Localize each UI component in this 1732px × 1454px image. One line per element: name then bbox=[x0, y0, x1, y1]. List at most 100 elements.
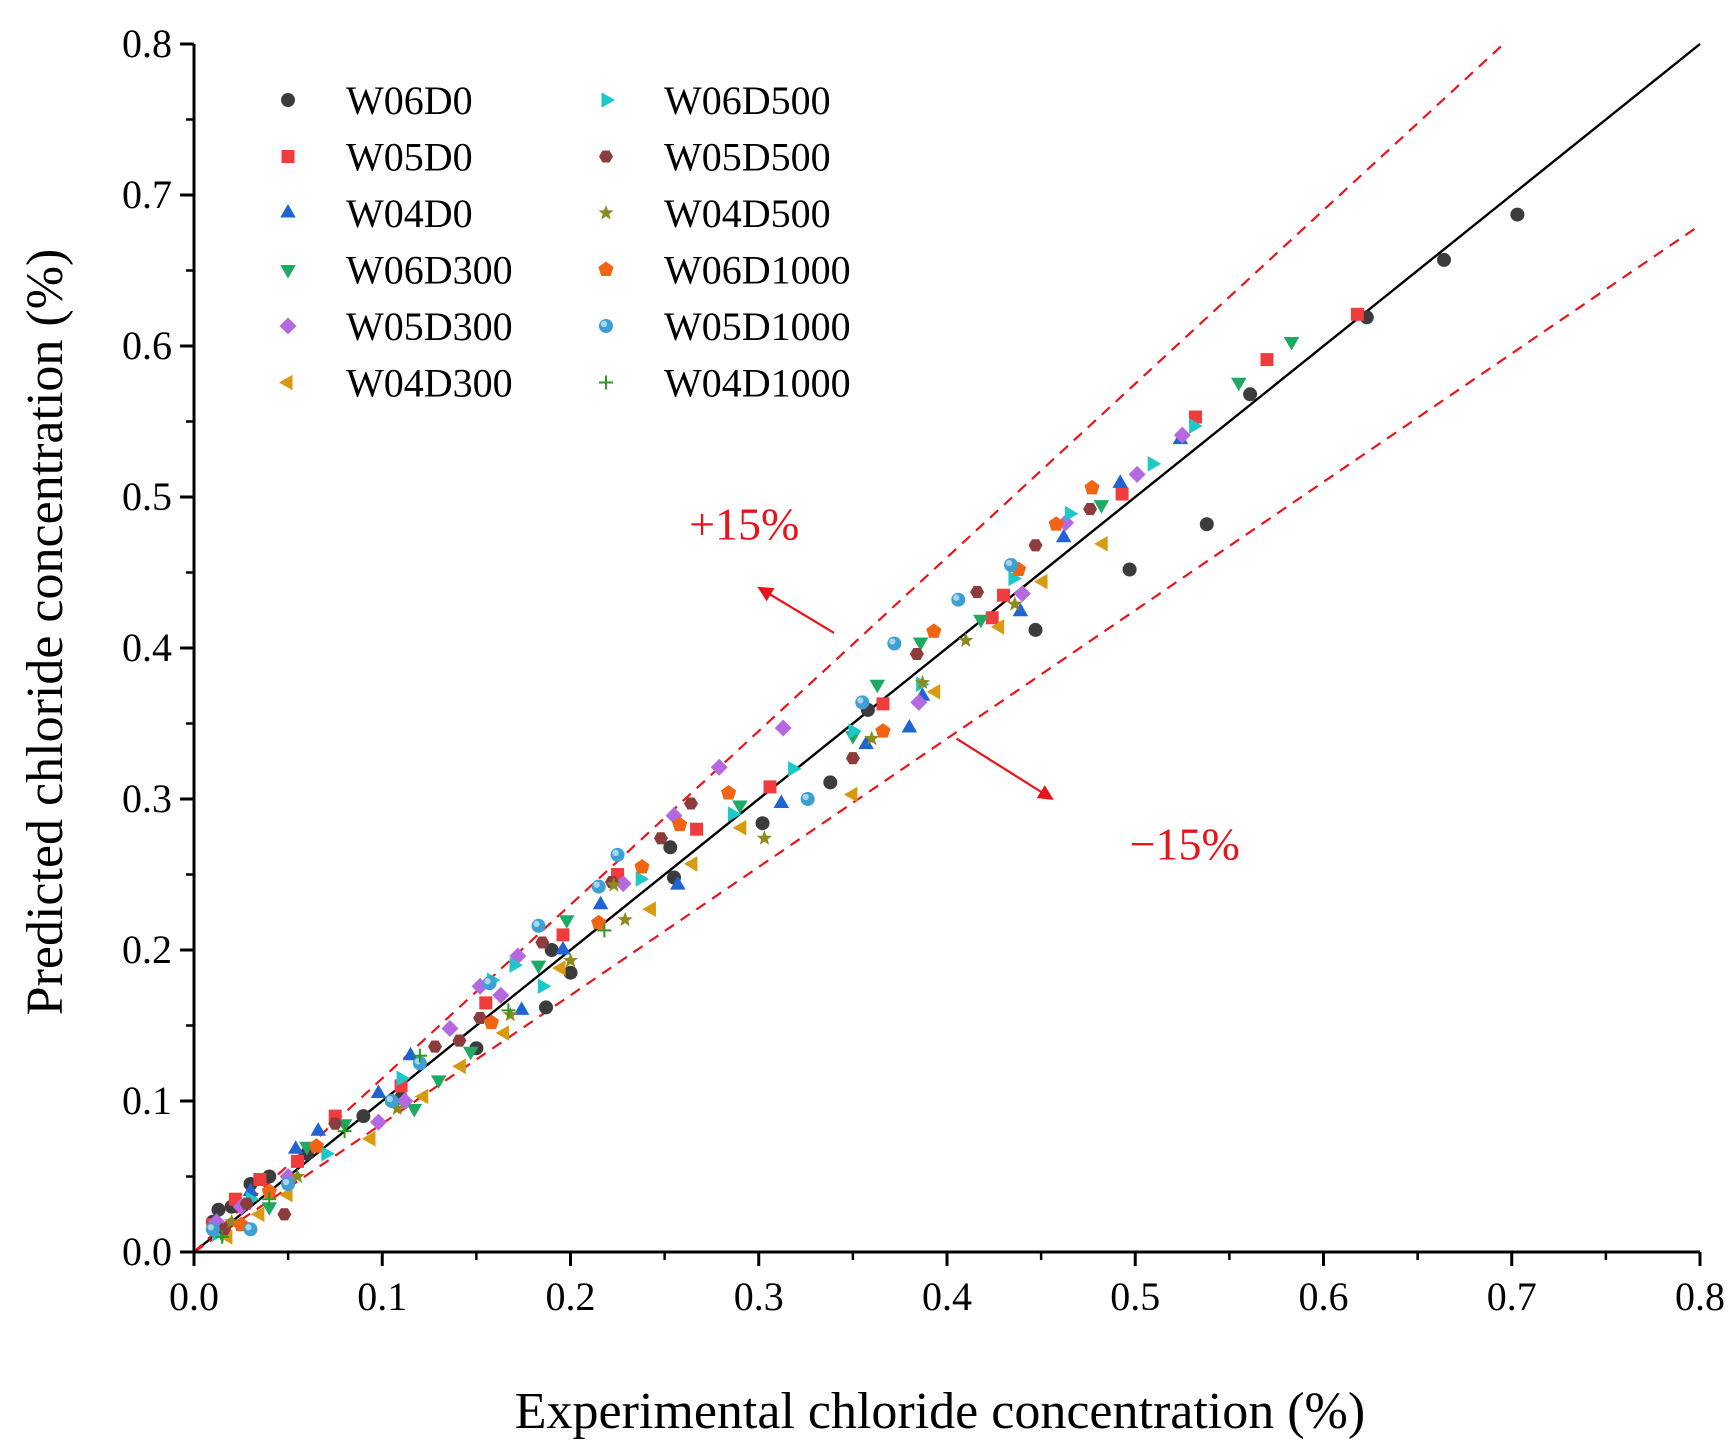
point-W06D300-6 bbox=[462, 1046, 479, 1061]
legend-label: W04D0 bbox=[346, 191, 473, 236]
annotation-label-0: +15% bbox=[689, 498, 799, 549]
legend-item-W05D0: W05D0 bbox=[281, 135, 473, 180]
point-W05D1000-0 bbox=[205, 1222, 220, 1237]
point-W05D1000-11 bbox=[887, 636, 902, 651]
legend-marker-W04D300 bbox=[279, 374, 293, 391]
point-W06D0-20 bbox=[1243, 387, 1258, 402]
point-W04D0-8 bbox=[592, 895, 609, 910]
point-W06D0-9 bbox=[539, 1000, 553, 1015]
legend-label: W04D500 bbox=[664, 191, 831, 236]
axes: 0.0 0.1 0.2 0.3 0.4 0.5 0.6 0.7 0.8 0.0 0.1 0.2 0.3 0… bbox=[122, 21, 1725, 1319]
annotation-label-1: −15% bbox=[1130, 818, 1240, 869]
point-W04D500-6 bbox=[617, 911, 633, 927]
annotations: +15% −15% bbox=[689, 498, 1240, 869]
point-W04D300-8 bbox=[642, 901, 656, 917]
point-W06D500-13 bbox=[1064, 505, 1079, 522]
series-W05D500 bbox=[217, 503, 1098, 1236]
legend-item-W04D0: W04D0 bbox=[280, 191, 473, 236]
point-W04D500-9 bbox=[914, 674, 931, 690]
point-W06D300-12 bbox=[912, 637, 929, 651]
point-W04D300-9 bbox=[683, 856, 698, 872]
legend-label: W05D0 bbox=[346, 135, 473, 180]
legend-marker-W06D500 bbox=[601, 92, 615, 108]
point-W05D1000-2 bbox=[281, 1177, 296, 1191]
point-W06D1000-3 bbox=[483, 1014, 500, 1029]
legend-marker-W05D300 bbox=[279, 317, 297, 335]
point-W04D500-0 bbox=[224, 1213, 240, 1229]
point-W06D500-8 bbox=[727, 806, 742, 822]
y-axis-title: Predicted chloride concentration (%) bbox=[17, 249, 74, 1016]
point-W05D300-4 bbox=[396, 1092, 414, 1110]
legend-item-W05D500: W05D500 bbox=[599, 135, 831, 180]
point-W04D500-11 bbox=[1007, 596, 1023, 611]
point-W06D0-10 bbox=[544, 943, 559, 957]
legend-item-W06D1000: W06D1000 bbox=[598, 248, 851, 293]
point-W04D300-14 bbox=[1034, 573, 1048, 590]
legend-label: W06D0 bbox=[346, 78, 473, 123]
point-W05D500-4 bbox=[428, 1040, 442, 1053]
point-W05D0-6 bbox=[479, 996, 493, 1010]
point-W05D300-11 bbox=[710, 758, 728, 776]
point-W04D500-1 bbox=[289, 1168, 306, 1183]
point-W06D500-12 bbox=[1008, 570, 1022, 587]
x-tick-label: 0.1 bbox=[357, 1274, 407, 1319]
point-W06D1000-11 bbox=[1048, 516, 1064, 531]
legend-item-W05D1000: W05D1000 bbox=[599, 304, 851, 349]
point-W06D1000-1 bbox=[261, 1183, 277, 1199]
point-W06D300-7 bbox=[530, 960, 547, 975]
legend-item-W06D500: W06D500 bbox=[601, 78, 831, 123]
point-W04D500-3 bbox=[502, 1006, 518, 1022]
point-W06D300-1 bbox=[261, 1202, 278, 1216]
point-W05D500-14 bbox=[1028, 539, 1043, 552]
series-W06D300 bbox=[214, 337, 1300, 1243]
y-tick-label: 0.0 bbox=[122, 1229, 172, 1274]
series-W04D300 bbox=[218, 536, 1108, 1245]
series-W04D1000 bbox=[215, 923, 612, 1244]
series-W04D0 bbox=[208, 430, 1189, 1234]
point-W04D500-4 bbox=[562, 952, 579, 968]
point-W05D300-17 bbox=[1173, 426, 1191, 444]
point-W05D0-13 bbox=[997, 588, 1010, 602]
point-W04D500-7 bbox=[756, 830, 773, 845]
series-W04D500 bbox=[224, 596, 1023, 1229]
point-W06D1000-12 bbox=[1084, 479, 1100, 495]
point-W04D0-14 bbox=[1012, 602, 1029, 617]
point-W05D0-16 bbox=[1260, 353, 1274, 367]
point-W06D300-11 bbox=[869, 679, 886, 694]
point-W04D500-10 bbox=[958, 632, 974, 647]
point-W05D0-7 bbox=[556, 928, 570, 942]
point-W05D1000-1 bbox=[243, 1222, 258, 1237]
legend-label: W06D300 bbox=[346, 248, 513, 293]
legend-marker-W04D500 bbox=[598, 205, 614, 220]
legend-item-W05D300: W05D300 bbox=[279, 304, 513, 349]
annotation-arrow-1 bbox=[955, 737, 1054, 800]
point-W06D1000-2 bbox=[308, 1138, 325, 1153]
y-tick-label: 0.7 bbox=[122, 172, 172, 217]
point-W06D500-10 bbox=[848, 723, 862, 739]
legend-marker-W05D500 bbox=[599, 150, 613, 163]
point-W04D300-13 bbox=[990, 619, 1005, 635]
point-W04D0-16 bbox=[1112, 474, 1128, 488]
x-tick-label: 0.7 bbox=[1487, 1274, 1537, 1319]
legend-label: W04D1000 bbox=[664, 361, 851, 406]
point-W06D1000-8 bbox=[875, 723, 891, 738]
point-W04D0-7 bbox=[555, 941, 571, 955]
point-W04D300-4 bbox=[414, 1088, 429, 1105]
x-tick-label: 0.2 bbox=[546, 1274, 596, 1319]
legend-label: W05D500 bbox=[664, 135, 831, 180]
y-tick-label: 0.5 bbox=[122, 474, 172, 519]
point-W04D300-1 bbox=[250, 1206, 265, 1223]
point-W05D500-1 bbox=[239, 1197, 254, 1210]
legend-item-W06D0: W06D0 bbox=[281, 78, 473, 123]
point-W06D300-8 bbox=[558, 915, 575, 929]
point-W06D500-9 bbox=[788, 761, 802, 777]
point-W04D500-2 bbox=[389, 1100, 405, 1115]
point-W05D0-10 bbox=[763, 780, 777, 794]
point-W05D300-16 bbox=[1128, 465, 1146, 483]
point-W05D1000-7 bbox=[591, 879, 606, 894]
point-W06D1000-5 bbox=[634, 859, 650, 874]
point-W04D0-5 bbox=[402, 1046, 419, 1061]
point-W05D300-5 bbox=[441, 1020, 459, 1037]
point-W06D500-6 bbox=[537, 978, 552, 994]
point-W06D0-17 bbox=[1028, 622, 1043, 637]
